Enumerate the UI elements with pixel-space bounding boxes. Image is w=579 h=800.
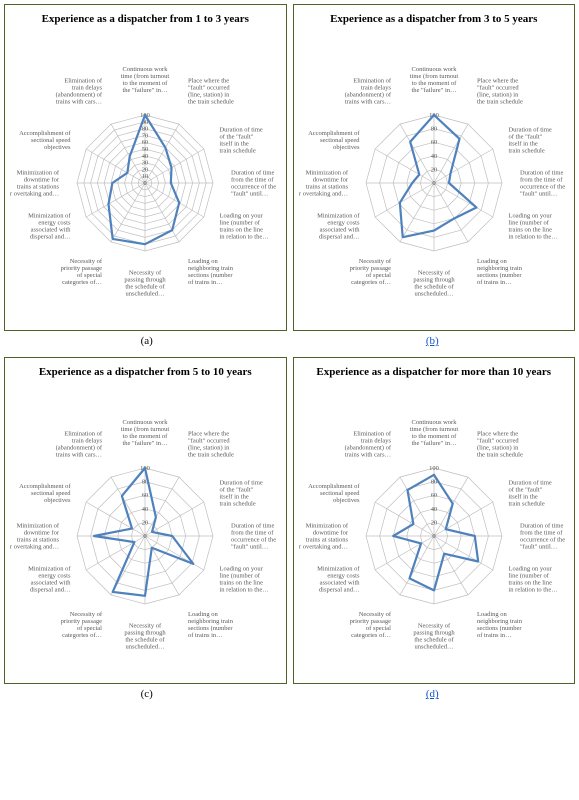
svg-text:100: 100 <box>429 465 439 472</box>
svg-text:Duration of timeof the "fault": Duration of timeof the "fault"itself in … <box>220 127 263 155</box>
panel-d: Experience as a dispatcher for more than… <box>293 357 576 684</box>
svg-text:Loading onneighboring trainsec: Loading onneighboring trainsections (num… <box>188 258 234 286</box>
svg-text:20: 20 <box>142 167 149 174</box>
svg-text:Place where the"fault" occurre: Place where the"fault" occurred(line, st… <box>477 431 523 459</box>
svg-text:Duration of timeof the "fault": Duration of timeof the "fault"itself in … <box>508 127 551 155</box>
svg-text:Minimization ofdowntime fortra: Minimization ofdowntime fortrains at sta… <box>10 170 60 198</box>
svg-text:Accomplishment ofsectional spe: Accomplishment ofsectional speedobjectiv… <box>308 483 360 504</box>
radar-chart-d: 020406080100Continuous worktime (from tu… <box>299 383 569 673</box>
svg-text:Minimization ofenergy costsass: Minimization ofenergy costsassociated wi… <box>28 566 71 594</box>
panel-b-title: Experience as a dispatcher from 3 to 5 y… <box>330 13 537 26</box>
svg-text:Duration of timeof the "fault": Duration of timeof the "fault"itself in … <box>508 480 551 508</box>
svg-text:0: 0 <box>432 533 435 540</box>
svg-text:Minimization ofdowntime fortra: Minimization ofdowntime fortrains at sta… <box>10 523 60 551</box>
svg-text:Necessity ofpriority passageof: Necessity ofpriority passageof specialca… <box>61 611 103 639</box>
svg-text:80: 80 <box>431 126 438 133</box>
radar-chart-c: 020406080100Continuous worktime (from tu… <box>10 383 280 673</box>
svg-text:Loading on yourline (number of: Loading on yourline (number oftrains on … <box>508 213 557 241</box>
svg-text:Place where the"fault" occurre: Place where the"fault" occurred(line, st… <box>477 78 523 106</box>
caption-b: (b) <box>290 335 576 347</box>
svg-text:70: 70 <box>142 133 149 140</box>
svg-text:Continuous worktime (from turn: Continuous worktime (from turnoutto the … <box>121 66 170 94</box>
radar-chart-b: 020406080100Continuous worktime (from tu… <box>299 30 569 320</box>
svg-text:Accomplishment ofsectional spe: Accomplishment ofsectional speedobjectiv… <box>19 130 71 151</box>
svg-text:40: 40 <box>142 506 149 513</box>
svg-text:Minimization ofenergy costsass: Minimization ofenergy costsassociated wi… <box>28 213 71 241</box>
caption-a: (a) <box>4 335 290 347</box>
svg-text:Loading onneighboring trainsec: Loading onneighboring trainsections (num… <box>477 611 523 639</box>
svg-text:Loading on yourline (number of: Loading on yourline (number oftrains on … <box>220 213 269 241</box>
svg-text:30: 30 <box>142 160 149 167</box>
svg-text:Duration of timeof the "fault": Duration of timeof the "fault"itself in … <box>220 480 263 508</box>
svg-text:50: 50 <box>142 146 149 153</box>
chart-grid-2: Experience as a dispatcher from 5 to 10 … <box>4 357 575 684</box>
svg-text:60: 60 <box>431 139 438 146</box>
panel-c: Experience as a dispatcher from 5 to 10 … <box>4 357 287 684</box>
svg-text:Continuous worktime (from turn: Continuous worktime (from turnoutto the … <box>121 419 170 447</box>
svg-text:40: 40 <box>431 153 438 160</box>
svg-text:Minimization ofdowntime fortra: Minimization ofdowntime fortrains at sta… <box>299 523 349 551</box>
svg-text:Minimization ofdowntime fortra: Minimization ofdowntime fortrains at sta… <box>299 170 349 198</box>
radar-chart-a: 0102030405060708090100Continuous worktim… <box>10 30 280 320</box>
chart-grid: Experience as a dispatcher from 1 to 3 y… <box>4 4 575 331</box>
svg-text:Duration of timefrom the time: Duration of timefrom the time ofoccurren… <box>231 170 276 198</box>
svg-text:20: 20 <box>431 167 438 174</box>
svg-text:Elimination oftrain delays(aba: Elimination oftrain delays(abandonment) … <box>344 431 391 459</box>
svg-text:10: 10 <box>142 173 149 180</box>
svg-text:Necessity ofpassing throughthe: Necessity ofpassing throughthe schedule … <box>125 623 167 651</box>
svg-text:80: 80 <box>142 126 149 133</box>
svg-text:Necessity ofpriority passageof: Necessity ofpriority passageof specialca… <box>349 611 391 639</box>
svg-text:60: 60 <box>142 493 149 500</box>
svg-text:Necessity ofpassing throughthe: Necessity ofpassing throughthe schedule … <box>413 623 455 651</box>
caption-row-cd: (c) (d) <box>4 688 575 700</box>
svg-text:Elimination oftrain delays(aba: Elimination oftrain delays(abandonment) … <box>56 431 103 459</box>
panel-b: Experience as a dispatcher from 3 to 5 y… <box>293 4 576 331</box>
svg-text:Duration of timefrom the time: Duration of timefrom the time ofoccurren… <box>520 170 565 198</box>
panel-a-title: Experience as a dispatcher from 1 to 3 y… <box>42 13 249 26</box>
caption-b-text: (b) <box>426 335 439 347</box>
svg-text:20: 20 <box>431 520 438 527</box>
svg-text:Minimization ofenergy costsass: Minimization ofenergy costsassociated wi… <box>317 566 360 594</box>
svg-text:0: 0 <box>144 180 147 187</box>
svg-text:0: 0 <box>432 180 435 187</box>
svg-text:Loading on yourline (number of: Loading on yourline (number oftrains on … <box>508 566 557 594</box>
caption-row-ab: (a) (b) <box>4 335 575 347</box>
svg-text:20: 20 <box>142 520 149 527</box>
svg-text:Minimization ofenergy costsass: Minimization ofenergy costsassociated wi… <box>317 213 360 241</box>
panel-c-title: Experience as a dispatcher from 5 to 10 … <box>39 366 252 379</box>
svg-text:Accomplishment ofsectional spe: Accomplishment ofsectional speedobjectiv… <box>308 130 360 151</box>
svg-text:Elimination oftrain delays(aba: Elimination oftrain delays(abandonment) … <box>344 78 391 106</box>
svg-text:Necessity ofpassing throughthe: Necessity ofpassing throughthe schedule … <box>125 270 167 298</box>
svg-text:Loading onneighboring trainsec: Loading onneighboring trainsections (num… <box>188 611 234 639</box>
svg-text:Place where the"fault" occurre: Place where the"fault" occurred(line, st… <box>188 431 234 459</box>
svg-text:Accomplishment ofsectional spe: Accomplishment ofsectional speedobjectiv… <box>19 483 71 504</box>
svg-text:Loading on yourline (number of: Loading on yourline (number oftrains on … <box>220 566 269 594</box>
svg-text:Continuous worktime (from turn: Continuous worktime (from turnoutto the … <box>410 66 459 94</box>
svg-text:Elimination oftrain delays(aba: Elimination oftrain delays(abandonment) … <box>56 78 103 106</box>
caption-c: (c) <box>4 688 290 700</box>
svg-text:Duration of timefrom the time: Duration of timefrom the time ofoccurren… <box>231 523 276 551</box>
panel-a: Experience as a dispatcher from 1 to 3 y… <box>4 4 287 331</box>
svg-text:Necessity ofpriority passageof: Necessity ofpriority passageof specialca… <box>61 258 103 286</box>
svg-text:Continuous worktime (from turn: Continuous worktime (from turnoutto the … <box>410 419 459 447</box>
svg-text:60: 60 <box>142 139 149 146</box>
svg-text:Necessity ofpriority passageof: Necessity ofpriority passageof specialca… <box>349 258 391 286</box>
panel-d-title: Experience as a dispatcher for more than… <box>316 366 551 379</box>
svg-text:Duration of timefrom the time: Duration of timefrom the time ofoccurren… <box>520 523 565 551</box>
svg-text:40: 40 <box>431 506 438 513</box>
svg-text:40: 40 <box>142 153 149 160</box>
svg-text:Loading onneighboring trainsec: Loading onneighboring trainsections (num… <box>477 258 523 286</box>
svg-text:Place where the"fault" occurre: Place where the"fault" occurred(line, st… <box>188 78 234 106</box>
svg-text:Necessity ofpassing throughthe: Necessity ofpassing throughthe schedule … <box>413 270 455 298</box>
svg-text:0: 0 <box>144 533 147 540</box>
caption-d-text: (d) <box>426 688 439 700</box>
svg-text:60: 60 <box>431 493 438 500</box>
caption-d: (d) <box>290 688 576 700</box>
